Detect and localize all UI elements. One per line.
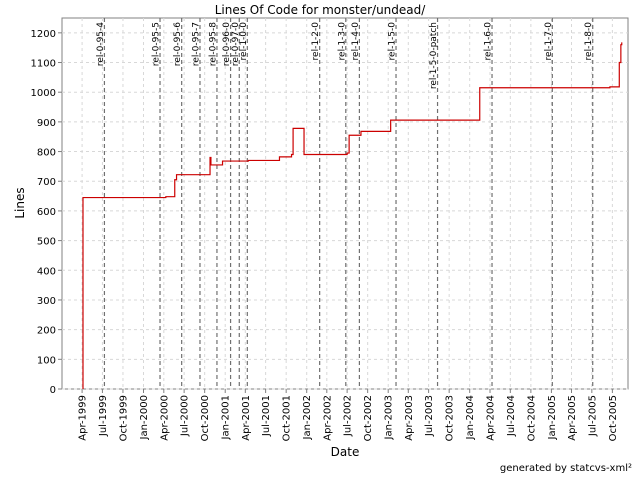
release-marker-label: rel-1-8-0 bbox=[584, 22, 594, 61]
x-tick-label: Apr-2001 bbox=[241, 395, 252, 441]
release-marker-label: rel-1-4-0 bbox=[351, 22, 361, 61]
y-tick-label: 700 bbox=[37, 177, 56, 188]
y-tick-label: 1100 bbox=[31, 59, 56, 70]
x-tick-label: Apr-2000 bbox=[159, 395, 170, 441]
x-tick-label: Jan-2000 bbox=[139, 395, 150, 440]
x-tick-label: Oct-1999 bbox=[118, 395, 129, 441]
chart-title: Lines Of Code for monster/undead/ bbox=[215, 3, 427, 17]
y-tick-label: 100 bbox=[37, 355, 56, 366]
y-axis: 0 100 200 300 400 500 600 700 800 900 1000 1100 1200 bbox=[31, 29, 62, 396]
release-marker-label: rel-1-6-0 bbox=[484, 22, 494, 61]
x-tick-label: Jul-2001 bbox=[261, 395, 272, 437]
grid bbox=[62, 18, 628, 390]
release-marker-label: rel-1-0-0 bbox=[239, 22, 249, 61]
y-tick-label: 600 bbox=[37, 207, 56, 218]
release-marker-label: rel-1-2-0 bbox=[311, 22, 321, 61]
y-tick-label: 500 bbox=[37, 237, 56, 248]
y-axis-label: Lines bbox=[13, 187, 27, 218]
y-tick-label: 200 bbox=[37, 326, 56, 337]
release-marker-label: rel-0-95-4 bbox=[96, 22, 106, 66]
release-marker-label: rel-1-5-0 bbox=[388, 22, 398, 61]
x-tick-label: Jan-2003 bbox=[384, 395, 395, 440]
x-tick-label: Oct-2003 bbox=[445, 395, 456, 441]
x-tick-label: Oct-2002 bbox=[363, 395, 374, 441]
y-tick-label: 1000 bbox=[31, 88, 56, 99]
footer-credit: generated by statcvs-xml² bbox=[499, 463, 632, 474]
y-tick-label: 400 bbox=[37, 266, 56, 277]
y-tick-label: 0 bbox=[50, 385, 56, 396]
release-marker-label: rel-0-97-0 bbox=[231, 22, 241, 66]
x-tick-label: Jul-2003 bbox=[424, 395, 435, 437]
release-marker-label: rel-1-7-0 bbox=[544, 22, 554, 61]
y-tick-label: 300 bbox=[37, 296, 56, 307]
x-tick-label: Apr-2002 bbox=[322, 395, 333, 441]
x-tick-label: Jul-1999 bbox=[98, 395, 109, 437]
x-tick-label: Oct-2000 bbox=[200, 395, 211, 441]
y-tick-label: 1200 bbox=[31, 29, 56, 40]
x-tick-label: Apr-2003 bbox=[404, 395, 415, 441]
y-tick-label: 900 bbox=[37, 118, 56, 129]
x-axis-label: Date bbox=[331, 445, 360, 459]
release-marker-label: rel-0-95-8 bbox=[208, 22, 218, 66]
x-tick-label: Jul-2002 bbox=[343, 395, 354, 437]
x-tick-label: Jan-2001 bbox=[221, 395, 232, 440]
x-axis: Apr-1999 Jul-1999 Oct-1999 Jan-2000 Apr-2000… bbox=[78, 389, 619, 441]
release-markers: rel-0-95-4 rel-0-95-5 rel-0-95-6 rel-0-95-7… bbox=[96, 18, 594, 389]
x-tick-label: Jan-2005 bbox=[547, 395, 558, 440]
x-tick-label: Apr-2005 bbox=[567, 395, 578, 441]
x-tick-label: Jul-2004 bbox=[506, 395, 517, 437]
x-tick-label: Oct-2004 bbox=[526, 395, 537, 441]
plot-area bbox=[61, 17, 629, 390]
release-marker-label: rel-0-95-6 bbox=[173, 22, 183, 66]
release-marker-label: rel-0-95-5 bbox=[152, 22, 162, 66]
x-tick-label: Jul-2000 bbox=[180, 395, 191, 437]
loc-series-line bbox=[82, 42, 623, 389]
x-tick-label: Apr-2004 bbox=[486, 395, 497, 441]
x-tick-label: Jan-2002 bbox=[302, 395, 313, 440]
x-tick-label: Jul-2005 bbox=[587, 395, 598, 437]
x-tick-label: Jan-2004 bbox=[465, 395, 476, 440]
y-tick-label: 800 bbox=[37, 148, 56, 159]
x-tick-label: Apr-1999 bbox=[78, 395, 89, 441]
release-marker-label: rel-1-3-0 bbox=[337, 22, 347, 61]
x-tick-label: Oct-2001 bbox=[282, 395, 293, 441]
x-tick-label: Oct-2005 bbox=[608, 395, 619, 441]
release-marker-label: rel-0-96-0 bbox=[222, 22, 232, 66]
series bbox=[82, 42, 623, 389]
release-marker-label: rel-0-95-7 bbox=[191, 22, 201, 66]
release-marker-label: rel-1-5-0-patch bbox=[429, 22, 439, 89]
